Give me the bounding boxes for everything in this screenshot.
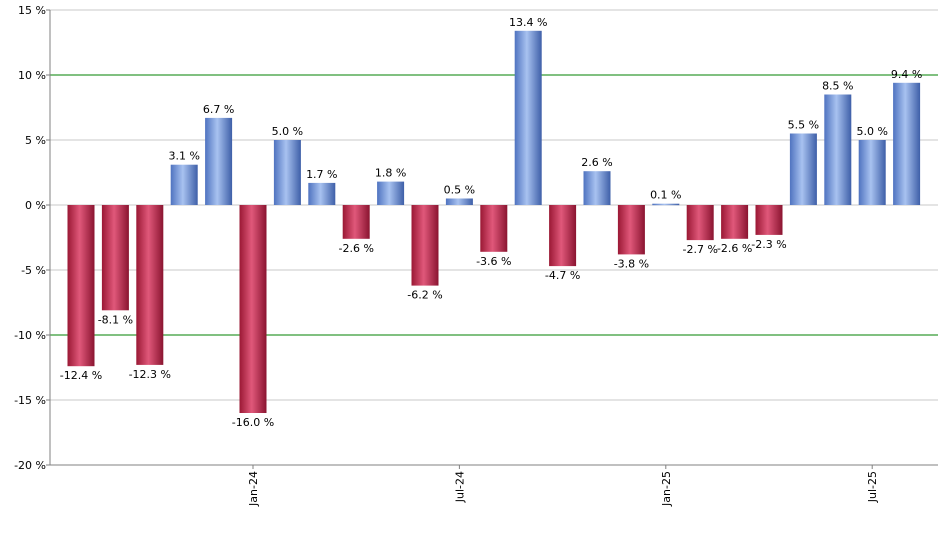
y-tick-label: -20 %: [14, 459, 46, 472]
bar: [239, 205, 267, 413]
bar: [445, 198, 473, 205]
bar: [824, 94, 852, 205]
y-tick-label: 15 %: [18, 4, 46, 17]
axes: [46, 9, 938, 469]
bar: [652, 203, 680, 206]
data-label: -3.6 %: [476, 255, 511, 268]
data-labels: -12.4 % -8.1 % -12.3 % 3.1 % 6.7 % -16.0 % 5.0…: [60, 16, 923, 429]
data-label: -16.0 %: [232, 416, 274, 429]
bar: [170, 164, 198, 205]
bar: [308, 182, 336, 205]
bar: [136, 205, 164, 365]
bar: [205, 117, 233, 205]
x-tick-label: Jul-25: [866, 471, 879, 503]
y-tick-label: 10 %: [18, 69, 46, 82]
bar: [789, 133, 817, 205]
bars: [67, 30, 921, 413]
data-label: -2.7 %: [682, 243, 717, 256]
y-tick-label: 5 %: [25, 134, 46, 147]
data-label: -12.4 %: [60, 369, 102, 382]
x-tick-label: Jul-24: [453, 471, 466, 503]
bar: [721, 205, 749, 239]
bar: [686, 205, 714, 241]
data-label: 2.6 %: [581, 156, 612, 169]
bar: [583, 171, 611, 205]
bar: [549, 205, 577, 267]
y-tick-label: -15 %: [14, 394, 46, 407]
bar: [101, 205, 129, 311]
data-label: 0.1 %: [650, 189, 681, 202]
bar: [858, 140, 886, 205]
bar: [893, 82, 921, 205]
reference-lines: [50, 74, 938, 336]
bar: [377, 181, 405, 205]
data-label: -8.1 %: [98, 313, 133, 326]
data-label: -2.6 %: [717, 242, 752, 255]
bar: [617, 205, 645, 255]
data-label: 5.0 %: [272, 125, 303, 138]
x-axis-tick-labels: Jan-24 Jul-24 Jan-25 Jul-25: [247, 471, 879, 507]
x-tick-label: Jan-25: [660, 471, 673, 507]
data-label: 6.7 %: [203, 103, 234, 116]
data-label: -2.3 %: [751, 238, 786, 251]
x-tick-label: Jan-24: [247, 471, 260, 507]
data-label: 3.1 %: [168, 150, 199, 163]
data-label: -12.3 %: [129, 368, 171, 381]
data-label: 5.5 %: [788, 119, 819, 132]
bar: [514, 30, 542, 205]
data-label: 1.8 %: [375, 167, 406, 180]
y-tick-label: -5 %: [21, 264, 46, 277]
bar: [480, 205, 508, 252]
data-label: 0.5 %: [444, 184, 475, 197]
data-label: -3.8 %: [614, 257, 649, 270]
bar: [755, 205, 783, 235]
data-label: -2.6 %: [338, 242, 373, 255]
bar: [67, 205, 95, 367]
y-axis-tick-labels: 15 % 10 % 5 % 0 % -5 % -10 % -15 % -20 %: [14, 4, 46, 472]
bar: [411, 205, 439, 286]
bar: [342, 205, 370, 239]
data-label: 13.4 %: [509, 16, 547, 29]
bar: [273, 140, 301, 205]
y-tick-label: 0 %: [25, 199, 46, 212]
data-label: 1.7 %: [306, 168, 337, 181]
y-tick-label: -10 %: [14, 329, 46, 342]
data-label: 8.5 %: [822, 80, 853, 93]
data-label: -4.7 %: [545, 269, 580, 282]
data-label: 5.0 %: [856, 125, 887, 138]
data-label: -6.2 %: [407, 289, 442, 302]
data-label: 9.4 %: [891, 68, 922, 81]
